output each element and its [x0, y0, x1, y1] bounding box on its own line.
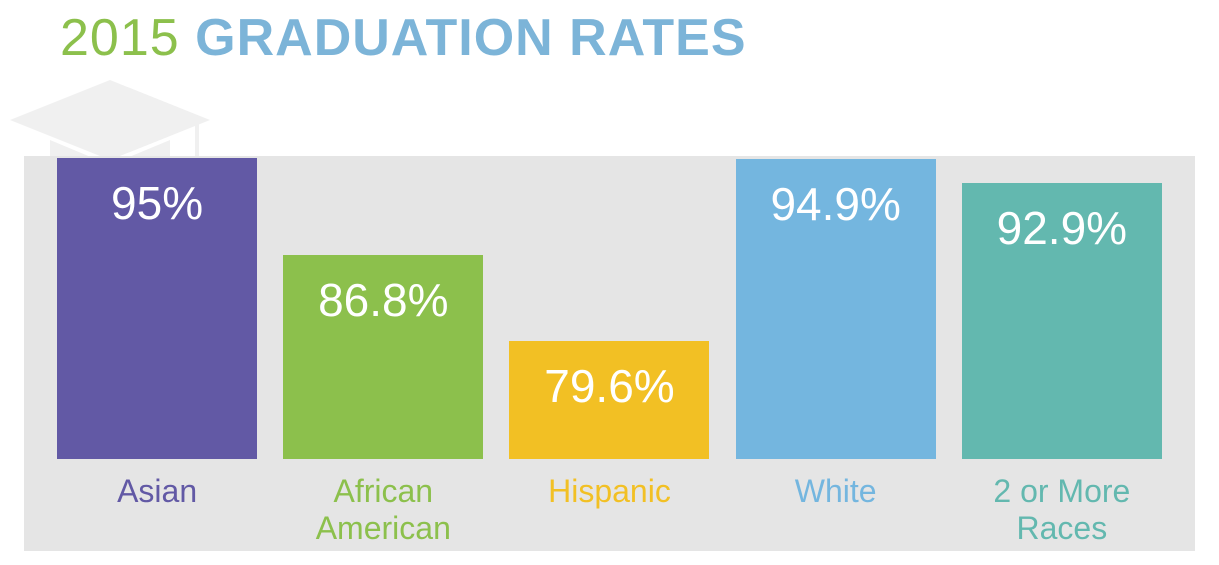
bar-label: White: [795, 473, 877, 551]
bar-label: Hispanic: [548, 473, 671, 551]
bar: 94.9%: [736, 159, 936, 459]
bar-value: 86.8%: [318, 273, 448, 327]
bar-value: 79.6%: [544, 359, 674, 413]
bar-group: 95% Asian: [57, 158, 257, 551]
bar: 95%: [57, 158, 257, 459]
bar-label: 2 or MoreRaces: [993, 473, 1130, 551]
bar-value: 95%: [111, 176, 203, 230]
title-year: 2015: [60, 9, 180, 67]
bar: 92.9%: [962, 183, 1162, 459]
bar: 79.6%: [509, 341, 709, 459]
bar-value: 94.9%: [770, 177, 900, 231]
bar-chart: 95% Asian 86.8% AfricanAmerican 79.6% Hispani…: [24, 80, 1195, 551]
bar: 86.8%: [283, 255, 483, 459]
chart-title: 2015 GRADUATION RATES: [60, 8, 747, 68]
bar-value: 92.9%: [997, 201, 1127, 255]
bar-label: Asian: [117, 473, 197, 551]
bar-label: AfricanAmerican: [316, 473, 451, 551]
bar-group: 79.6% Hispanic: [509, 341, 709, 551]
title-main: GRADUATION RATES: [195, 9, 746, 67]
bar-group: 92.9% 2 or MoreRaces: [962, 183, 1162, 551]
bar-group: 94.9% White: [736, 159, 936, 551]
bar-group: 86.8% AfricanAmerican: [283, 255, 483, 551]
